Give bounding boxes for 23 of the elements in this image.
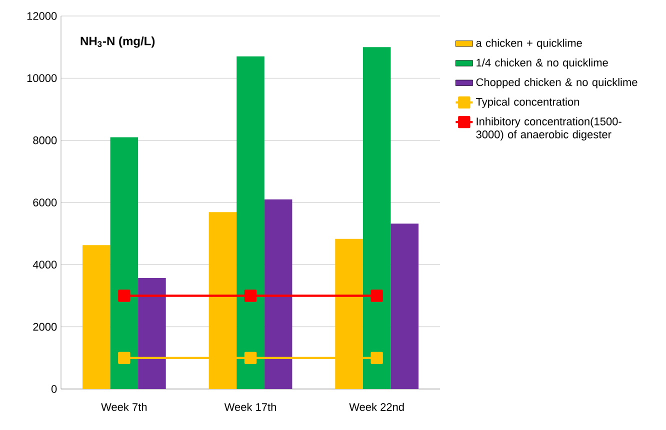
legend-label: Inhibitory concentration(1500-3000) of anaerobic digester [476, 117, 622, 141]
y-tick-label: 0 [51, 385, 57, 393]
y-tick-label: 2000 [33, 322, 57, 331]
y-tick-label: 8000 [33, 136, 57, 144]
bar [110, 137, 138, 389]
y-tick-label: 10000 [27, 74, 57, 82]
y-axis-title: NH$_{3}$-N (mg/L) [80, 36, 155, 48]
bar [82, 245, 110, 389]
legend-label: a chicken + quicklime [476, 38, 582, 50]
x-tick-label: Week 22nd [349, 402, 404, 411]
bar [390, 224, 419, 389]
legend-label: Chopped chicken & no quicklime [476, 78, 638, 88]
y-tick-label: 6000 [33, 198, 57, 206]
legend-label: 1/4 chicken & no quicklime [476, 58, 608, 69]
y-tick-label: 12000 [27, 12, 57, 20]
bar [138, 278, 166, 389]
bar [264, 199, 292, 389]
x-tick-label: Week 7th [101, 402, 147, 411]
x-tick-label: Week 17th [224, 402, 276, 411]
bar [362, 47, 391, 389]
legend-label: Typical concentration [476, 98, 579, 108]
y-tick-label: 4000 [32, 260, 57, 269]
bar [236, 56, 264, 389]
